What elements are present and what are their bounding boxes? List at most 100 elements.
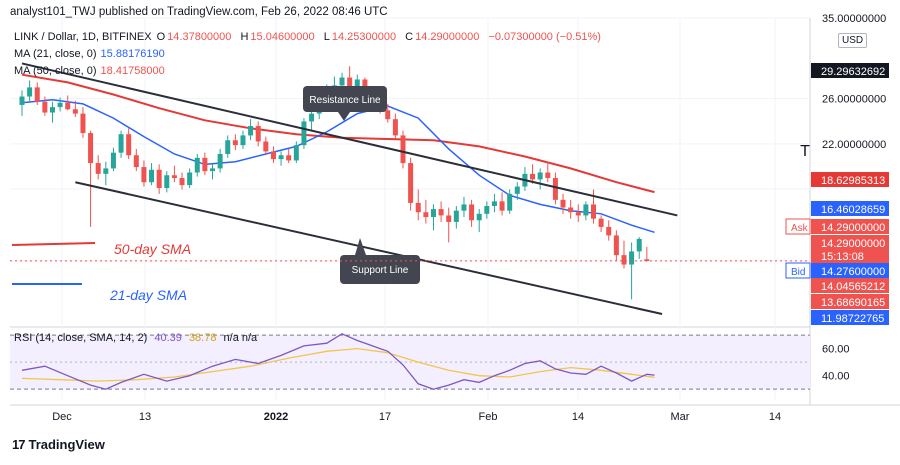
candle-body — [583, 204, 589, 216]
candle-body — [225, 140, 231, 154]
rsi-legend-value: 40.39 — [154, 332, 182, 344]
price-tag-pivot1-box — [811, 278, 889, 293]
time-axis-tick: Feb — [479, 411, 498, 423]
price-tag-countdown-value: 15:13:08 — [821, 251, 864, 263]
candle-body — [194, 157, 200, 173]
low-label: L — [323, 31, 330, 43]
candle-body — [19, 96, 25, 105]
rsi-line — [21, 333, 655, 390]
candle-body — [240, 135, 246, 146]
rsi-legend[interactable]: RSI (14, close, SMA, 14, 2) 40.39 38.78 … — [14, 332, 257, 344]
channel-lines — [21, 62, 678, 315]
time-axis-tick: 14 — [572, 411, 584, 423]
candle-body — [484, 205, 490, 214]
time-axis-tick: 14 — [769, 411, 781, 423]
rsi-na-value: n/a n/a — [223, 332, 258, 344]
candle-body — [202, 157, 208, 172]
stray-mark: T — [800, 143, 810, 160]
sma21-annotation: 21-day SMA — [109, 287, 187, 303]
price-tag-last-value: 14.29000000 — [821, 238, 885, 250]
time-axis-tick: 13 — [139, 411, 151, 423]
candle-body — [568, 207, 574, 213]
ma50-legend-value: 18.41758000 — [100, 65, 165, 77]
candle-body — [110, 152, 116, 169]
candle-body — [621, 255, 627, 265]
candle-body — [309, 113, 315, 122]
price-axis: 35.00000000 26.00000000 22.00000000 29.2963… — [785, 13, 889, 325]
close-value: 14.29000000 — [415, 31, 480, 43]
price-tag-low-box — [811, 310, 889, 325]
candle-body — [27, 87, 33, 97]
open-label: O — [156, 31, 166, 43]
candle-body — [499, 201, 505, 211]
candle-body — [354, 79, 360, 93]
candle-body — [88, 133, 94, 164]
candle-body — [469, 204, 475, 221]
candle-body — [149, 169, 155, 183]
price-axis-tick: 35.00000000 — [822, 13, 886, 25]
price-tag-ask-label-box — [785, 218, 811, 235]
candle-body — [232, 140, 238, 146]
low-value: 14.25300000 — [331, 31, 397, 43]
candle-body — [301, 121, 307, 146]
tradingview-logo[interactable]: 17 TradingView — [12, 437, 105, 452]
ma50-legend[interactable]: MA (50, close, 0) 18.41758000 — [14, 65, 165, 77]
candle-body — [537, 172, 543, 180]
candle-body — [491, 201, 497, 206]
ma21-legend-value: 15.88176190 — [100, 48, 165, 60]
candle-body — [49, 107, 55, 113]
candle-body — [560, 199, 566, 208]
support-callout-label: Support Line — [352, 265, 409, 276]
time-axis-tick: Mar — [671, 411, 690, 423]
candle-body — [408, 163, 414, 203]
candle-body — [598, 218, 604, 227]
candle-body — [453, 210, 459, 222]
candle-body — [278, 155, 284, 160]
candle-body — [591, 204, 596, 219]
candle-body — [270, 151, 276, 160]
candle-body — [72, 109, 78, 114]
candle-body — [629, 251, 635, 265]
candle-body — [385, 110, 391, 120]
price-tag-bid-label-box — [785, 262, 811, 279]
price-tag-bid-value: 14.27600000 — [821, 266, 885, 278]
candle-body — [438, 209, 444, 216]
symbol-legend: LINK / Dollar, 1D, BITFINEX O 14.37800000… — [14, 31, 607, 43]
candle-body — [461, 204, 467, 211]
candle-body — [446, 215, 452, 222]
time-axis: Dec 13 2022 17 Feb 14 Mar 14 — [52, 411, 781, 423]
rsi-axis-tick: 60.00 — [822, 344, 850, 356]
candle-body — [415, 202, 421, 213]
candle-body — [171, 175, 177, 179]
candle-body — [423, 212, 429, 218]
candle-body — [507, 193, 513, 211]
high-label: H — [240, 31, 249, 43]
ma21-line — [21, 98, 655, 234]
candle-body — [126, 134, 132, 156]
tradingview-logo-icon: 17 — [12, 437, 26, 452]
candle-body — [392, 119, 398, 136]
price-tag-pivot1-value: 14.04565212 — [821, 281, 885, 293]
time-axis-tick: 17 — [379, 411, 391, 423]
publisher-header: analyst101_TWJ published on TradingView.… — [10, 6, 388, 18]
open-value: 14.37800000 — [167, 31, 232, 43]
candle-body — [255, 126, 261, 142]
candle-body — [57, 102, 63, 108]
ma21-legend[interactable]: MA (21, close, 0) 15.88176190 — [14, 48, 165, 60]
price-tag-pivot2-value: 13.68690165 — [821, 297, 885, 309]
candle-body — [95, 163, 101, 174]
price-tag-ma50-box — [811, 172, 889, 187]
price-tag-countdown-box — [811, 248, 889, 263]
candle-body — [430, 209, 436, 218]
candle-body — [263, 141, 269, 152]
candle-body — [179, 178, 185, 186]
currency-button[interactable]: USD — [838, 33, 868, 48]
rsi-axis-tick: 40.00 — [822, 371, 850, 383]
candle-body — [644, 259, 650, 261]
candle-body — [606, 226, 612, 236]
price-tag-ask-box — [811, 219, 889, 234]
candle-body — [34, 87, 40, 102]
rsi-pane: 60.00 40.00 — [10, 333, 850, 390]
